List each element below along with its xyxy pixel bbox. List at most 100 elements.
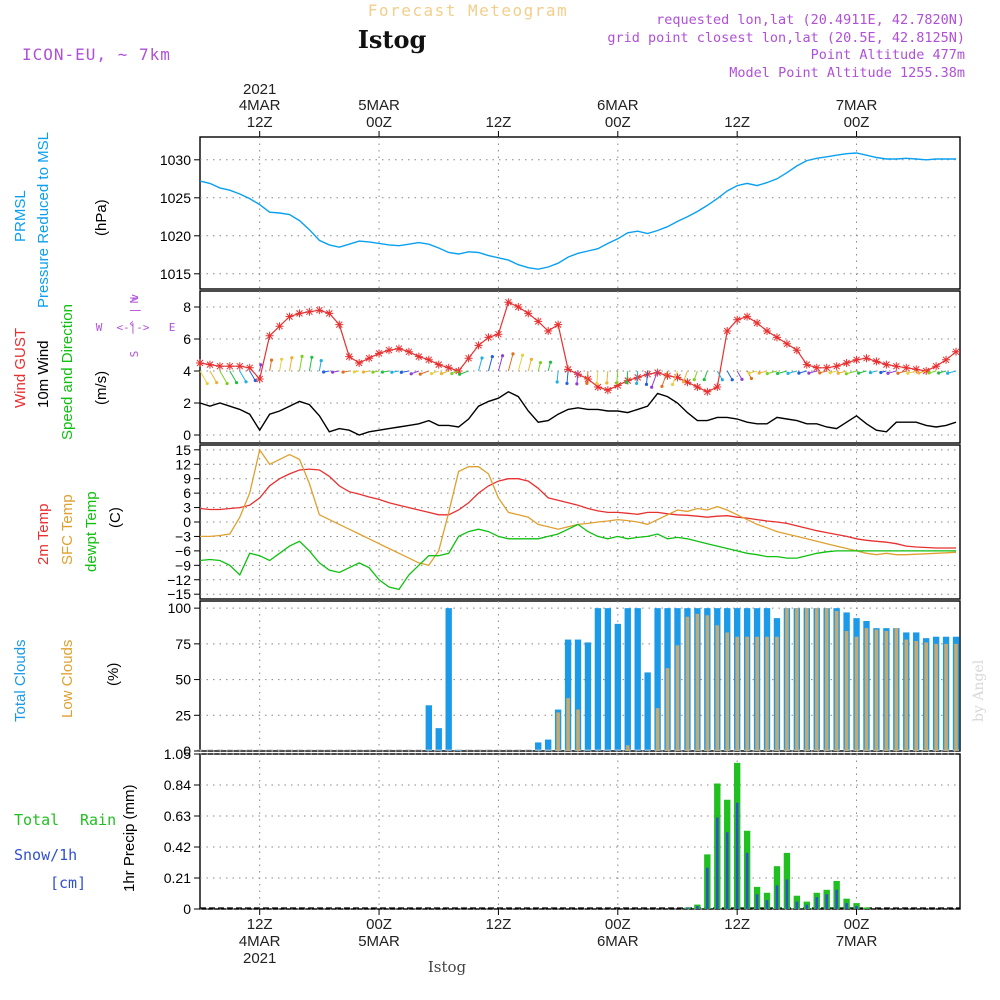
wind-arrow-head bbox=[681, 380, 686, 384]
wind-arrow-head bbox=[548, 360, 553, 364]
y-tick-label: 0.63 bbox=[164, 808, 191, 824]
wind-arrow-head bbox=[450, 371, 454, 376]
gust-marker bbox=[285, 312, 294, 321]
wind-arrow bbox=[626, 370, 629, 383]
y-tick-label: 1015 bbox=[160, 266, 191, 282]
low-cloud-bar bbox=[576, 709, 580, 751]
low-cloud-bar bbox=[655, 708, 660, 751]
low-cloud-bar bbox=[556, 712, 560, 751]
y-tick-label: 0 bbox=[183, 901, 191, 917]
wind-arrow-head bbox=[868, 371, 873, 375]
panel-frame bbox=[199, 290, 961, 444]
wind-arrow bbox=[229, 370, 237, 383]
temp-2m-line bbox=[199, 468, 956, 549]
gust-marker bbox=[683, 378, 692, 387]
panel-frame bbox=[199, 753, 961, 910]
y-tick-label: −15 bbox=[167, 586, 191, 602]
y-tick-label: 0 bbox=[183, 514, 191, 530]
panel-frame bbox=[199, 136, 961, 290]
wind-arrow-head bbox=[937, 371, 941, 375]
gust-marker bbox=[802, 360, 811, 369]
temp-dewpt-label: dewpt Temp bbox=[83, 491, 100, 572]
wind-arrow bbox=[478, 357, 483, 372]
compass-e: E bbox=[169, 321, 176, 334]
panel-1: 0 2 4 6 8 bbox=[183, 290, 961, 444]
gust-marker bbox=[235, 362, 244, 371]
wind-arrow bbox=[517, 355, 524, 372]
gust-marker bbox=[424, 355, 433, 364]
wind-arrow bbox=[318, 360, 322, 372]
gust-marker bbox=[295, 309, 304, 318]
gust-marker bbox=[763, 327, 772, 335]
wind-arrow-head bbox=[457, 372, 462, 376]
wind-arrow bbox=[566, 370, 569, 384]
wind-arrow-head bbox=[702, 377, 706, 382]
total-cloud-bar bbox=[574, 639, 582, 751]
y-tick-label: 0 bbox=[183, 427, 191, 443]
wind-arrow-head bbox=[259, 363, 263, 367]
bottom-time-label: 00Z bbox=[844, 916, 870, 933]
y-tick-label: 4 bbox=[183, 363, 191, 379]
y-tick-label: 8 bbox=[183, 299, 191, 315]
wind-gust-label: Wind GUST bbox=[12, 328, 29, 408]
wind-arrow-head bbox=[670, 382, 675, 387]
gust-marker bbox=[215, 362, 224, 371]
gust-marker bbox=[792, 346, 801, 355]
wind-arrow-head bbox=[429, 372, 434, 376]
wind-arrow-head bbox=[765, 372, 769, 376]
low-cloud-bar bbox=[944, 643, 948, 751]
gust-marker bbox=[534, 317, 543, 326]
snow-bar bbox=[785, 879, 789, 909]
low-cloud-bar bbox=[834, 611, 839, 751]
gridpoint-location: grid point closest lon,lat (20.5E, 42.81… bbox=[607, 30, 965, 46]
wind-arrow bbox=[716, 370, 723, 380]
wind-arrow bbox=[209, 370, 218, 383]
low-cloud-bar bbox=[864, 628, 869, 751]
wind-arrow-head bbox=[380, 370, 384, 374]
gust-marker bbox=[673, 373, 682, 382]
panel-0: 1015 1020 1025 1030 bbox=[160, 136, 961, 290]
snow-bar bbox=[735, 802, 739, 909]
gust-marker bbox=[902, 363, 911, 372]
gust-marker bbox=[494, 330, 503, 339]
wind-10m-label: 10m Wind bbox=[35, 340, 52, 408]
gust-marker bbox=[454, 367, 463, 375]
low-cloud-bar bbox=[805, 608, 809, 751]
compass-rose: W <-|-> E ^ | v N S bbox=[96, 294, 176, 358]
gust-marker bbox=[196, 359, 204, 367]
wind-arrow bbox=[527, 359, 532, 372]
snow-bar bbox=[855, 906, 858, 909]
precip-unit-cm: [cm] bbox=[50, 874, 86, 892]
low-cloud-bar bbox=[765, 636, 769, 751]
wind-arrow-head bbox=[879, 370, 883, 375]
wind-arrow-head bbox=[511, 352, 515, 356]
precip-total-label: Total bbox=[14, 811, 59, 829]
low-cloud-bar bbox=[625, 745, 630, 751]
wind-arrow-head bbox=[253, 378, 257, 383]
total-cloud-bar bbox=[584, 642, 592, 751]
y-tick-label: 9 bbox=[183, 471, 191, 487]
snow-bar bbox=[765, 900, 769, 909]
wind-arrow-head bbox=[906, 371, 910, 375]
wind-arrow-head bbox=[399, 370, 403, 374]
snow-bar bbox=[745, 852, 749, 909]
bottom-time-label: 00Z bbox=[366, 916, 392, 933]
wind-arrow bbox=[683, 370, 688, 382]
gust-marker bbox=[842, 359, 851, 367]
gust-marker bbox=[404, 347, 413, 356]
gust-marker bbox=[514, 303, 523, 311]
low-cloud-bar bbox=[755, 636, 759, 751]
precip-snow-label: Snow/1h bbox=[14, 846, 77, 864]
wind-labels: Wind GUST 10m Wind Speed and Direction (… bbox=[12, 294, 175, 440]
gust-marker bbox=[355, 359, 364, 367]
wind-arrow-head bbox=[896, 371, 900, 375]
snow-bar bbox=[775, 885, 779, 909]
panel-4: 0 0.21 0.42 0.63 0.84 1.05 bbox=[164, 746, 961, 917]
y-tick-label: 0.42 bbox=[164, 839, 191, 855]
gust-marker bbox=[782, 339, 791, 348]
gust-marker bbox=[444, 363, 453, 372]
wind-arrow bbox=[846, 370, 857, 375]
wind-arrow-head bbox=[390, 370, 394, 374]
point-altitude: Point Altitude 477m bbox=[811, 47, 965, 63]
gust-marker bbox=[772, 333, 781, 342]
